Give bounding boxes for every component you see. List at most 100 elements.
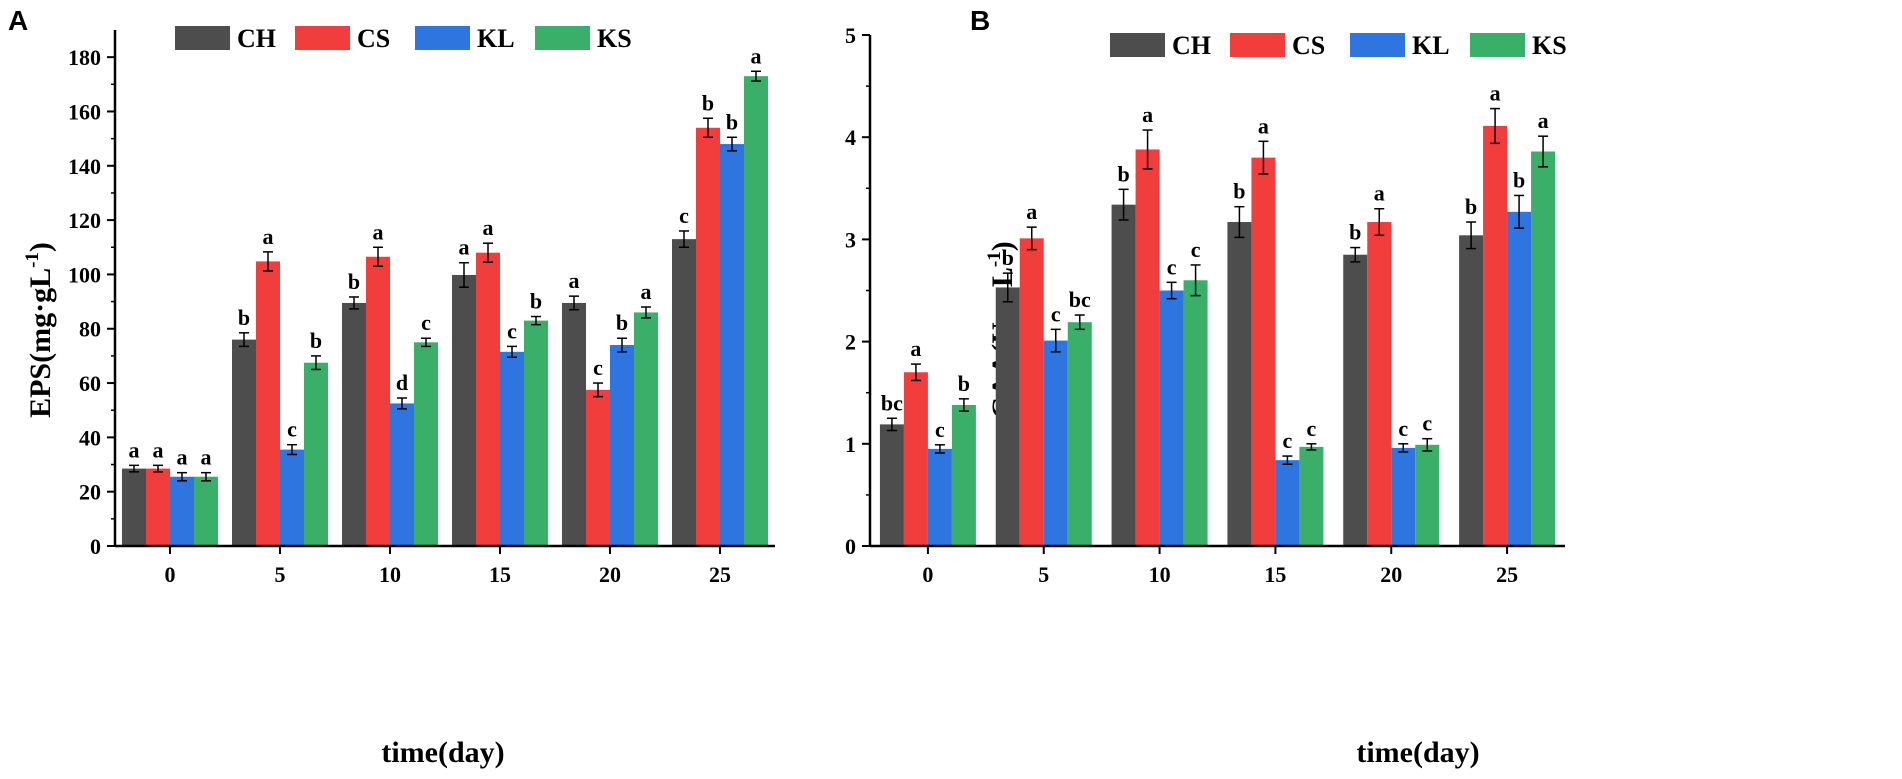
error-bar: [349, 296, 359, 310]
legend-label-ch: CH: [237, 24, 276, 53]
error-bar: [1234, 205, 1245, 239]
y-tick-label: 0: [90, 534, 101, 559]
significance-label: c: [287, 417, 297, 442]
legend-swatch-ks: [535, 26, 590, 50]
x-tick-label: 20: [599, 562, 621, 587]
y-tick-label: 1: [845, 432, 856, 457]
significance-label: d: [396, 370, 408, 395]
error-bar: [129, 464, 139, 473]
significance-label: bc: [881, 390, 903, 415]
error-bar: [1258, 140, 1269, 175]
x-tick-label: 5: [275, 562, 286, 587]
significance-label: a: [153, 437, 164, 462]
y-tick-label: 4: [845, 125, 856, 150]
significance-label: b: [726, 109, 738, 134]
error-bar: [727, 136, 737, 152]
error-bar: [483, 242, 493, 263]
significance-label: b: [348, 269, 360, 294]
error-bar: [1374, 207, 1385, 237]
bar-ch: [1459, 235, 1484, 546]
y-tick-label: 2: [845, 330, 856, 355]
bar-cs: [1135, 149, 1160, 547]
bar-kl: [170, 476, 194, 546]
y-tick-label: 40: [79, 425, 101, 450]
bar-cs: [1483, 125, 1508, 546]
bar-ks: [634, 312, 658, 546]
significance-label: c: [1051, 301, 1061, 326]
bar-ks: [194, 476, 218, 546]
x-tick-label: 10: [1149, 562, 1171, 587]
legend-label-ks: KS: [597, 24, 632, 53]
significance-label: a: [177, 445, 188, 470]
significance-label: b: [530, 289, 542, 314]
legend-swatch-cs: [1230, 33, 1285, 57]
error-bar: [641, 306, 651, 319]
panel-b-chart: B CAA(U·mL-1) time(day) bcacbbacbcbaccba…: [845, 5, 1567, 769]
legend-swatch-kl: [1350, 33, 1405, 57]
bar-ch: [452, 274, 476, 546]
bar-ch: [879, 424, 904, 546]
y-tick-label: 60: [79, 371, 101, 396]
error-bar: [934, 444, 945, 454]
bar-cs: [476, 252, 500, 546]
bar-kl: [720, 144, 744, 546]
legend-swatch-ch: [1110, 33, 1165, 57]
error-bar: [1398, 443, 1409, 453]
error-bar: [1350, 246, 1361, 263]
bar-ks: [524, 320, 548, 546]
bar-ch: [342, 302, 366, 546]
y-tick-label: 180: [68, 45, 101, 70]
significance-label: a: [1538, 108, 1549, 133]
significance-label: a: [483, 215, 494, 240]
error-bar: [1466, 221, 1477, 250]
x-tick-label: 15: [1264, 562, 1286, 587]
bar-cs: [586, 389, 610, 546]
error-bar: [373, 246, 383, 268]
y-tick-label: 5: [845, 23, 856, 48]
x-tick-label: 15: [489, 562, 511, 587]
bar-ch: [232, 339, 256, 546]
bar-kl: [280, 449, 304, 546]
bar-cs: [366, 256, 390, 546]
error-bar: [679, 230, 689, 249]
error-bar: [751, 70, 761, 82]
bar-kl: [1391, 447, 1416, 546]
x-tick-label: 5: [1038, 562, 1049, 587]
error-bar: [1074, 314, 1085, 331]
bar-cs: [696, 127, 720, 546]
bar-cs: [903, 372, 928, 546]
legend-swatch-ks: [1470, 33, 1525, 57]
legend-label-cs: CS: [1292, 31, 1325, 60]
error-bar: [1166, 281, 1177, 300]
error-bar: [1190, 264, 1201, 297]
significance-label: b: [238, 305, 250, 330]
bar-cs: [1251, 157, 1276, 546]
significance-label: c: [1398, 416, 1408, 441]
bar-ks: [1183, 280, 1208, 546]
bar-ch: [1227, 222, 1252, 546]
bar-ch: [122, 468, 146, 546]
error-bar: [910, 363, 921, 382]
legend-label-ch: CH: [1172, 31, 1211, 60]
error-bar: [593, 382, 603, 398]
significance-label: a: [1142, 102, 1153, 127]
significance-label: a: [459, 235, 470, 260]
legend-label-kl: KL: [477, 24, 515, 53]
panel-a-y-axis-title: EPS(mg·gL-1): [22, 242, 57, 418]
legend-swatch-ch: [175, 26, 230, 50]
error-bar: [1490, 107, 1501, 145]
bar-ks: [1299, 446, 1324, 546]
significance-label: c: [421, 310, 431, 335]
bar-kl: [390, 403, 414, 546]
bar-kl: [610, 345, 634, 546]
significance-label: c: [1307, 416, 1317, 441]
bar-ks: [1067, 322, 1092, 546]
bar-ks: [951, 404, 976, 546]
significance-label: a: [1026, 199, 1037, 224]
significance-label: b: [310, 328, 322, 353]
error-bar: [459, 261, 469, 288]
significance-label: c: [679, 203, 689, 228]
error-bar: [531, 315, 541, 326]
panel-a-chart: A EPS(mg·gL-1) time(day) a a a abacbbadcaac…: [8, 5, 775, 769]
